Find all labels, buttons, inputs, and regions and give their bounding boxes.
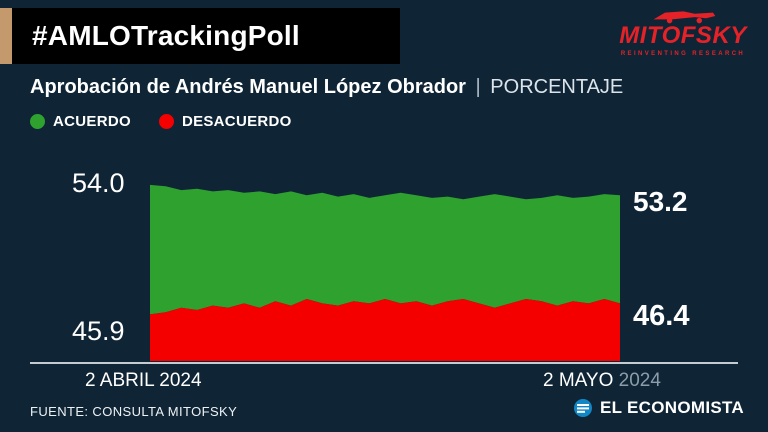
accent-strip [0, 8, 12, 64]
x-axis-end-label-year: 2024 [618, 370, 661, 391]
value-label-end-desacuerdo: 46.4 [633, 300, 690, 332]
chart-subtitle: Aprobación de Andrés Manuel López Obrado… [30, 76, 623, 99]
stacked-area-chart [150, 183, 620, 361]
desacuerdo-dot-icon [158, 114, 174, 129]
x-axis-end-label-main: 2 MAYO [543, 370, 619, 391]
legend-label-acuerdo: ACUERDO [53, 113, 131, 130]
x-axis-start-label: 2 ABRIL 2024 [85, 370, 202, 391]
el-economista-mark-icon [573, 399, 592, 417]
legend-label-desacuerdo: DESACUERDO [181, 113, 292, 130]
chart-canvas [150, 184, 620, 361]
mitofsky-logo: MITOFSKY REINVENTING RESEARCH [618, 8, 748, 57]
subtitle-separator: | [475, 76, 481, 98]
race-car-icon [653, 11, 715, 24]
legend-item-desacuerdo: DESACUERDO [158, 113, 292, 130]
acuerdo-dot-icon [30, 114, 45, 129]
x-axis-line [30, 362, 738, 364]
source-credit: FUENTE: CONSULTA MITOFSKY [30, 404, 238, 419]
value-label-start-acuerdo: 54.0 [72, 168, 125, 198]
title-box: #AMLOTrackingPoll [12, 8, 400, 64]
subtitle-main: Aprobación de Andrés Manuel López Obrado… [30, 76, 466, 98]
subtitle-unit: PORCENTAJE [490, 76, 624, 98]
value-label-start-desacuerdo: 45.9 [72, 316, 125, 346]
page-title: #AMLOTrackingPoll [32, 20, 300, 51]
el-economista-logo: EL ECONOMISTA [573, 398, 744, 418]
x-axis-end-label: 2 MAYO 2024 [543, 370, 661, 392]
value-label-end-acuerdo: 53.2 [633, 186, 688, 217]
legend: ACUERDO DESACUERDO [30, 113, 292, 130]
legend-item-acuerdo: ACUERDO [30, 113, 131, 130]
brand-name: EL ECONOMISTA [599, 398, 744, 417]
logo-tagline: REINVENTING RESEARCH [620, 51, 746, 57]
logo-text: MITOFSKY [619, 22, 747, 49]
